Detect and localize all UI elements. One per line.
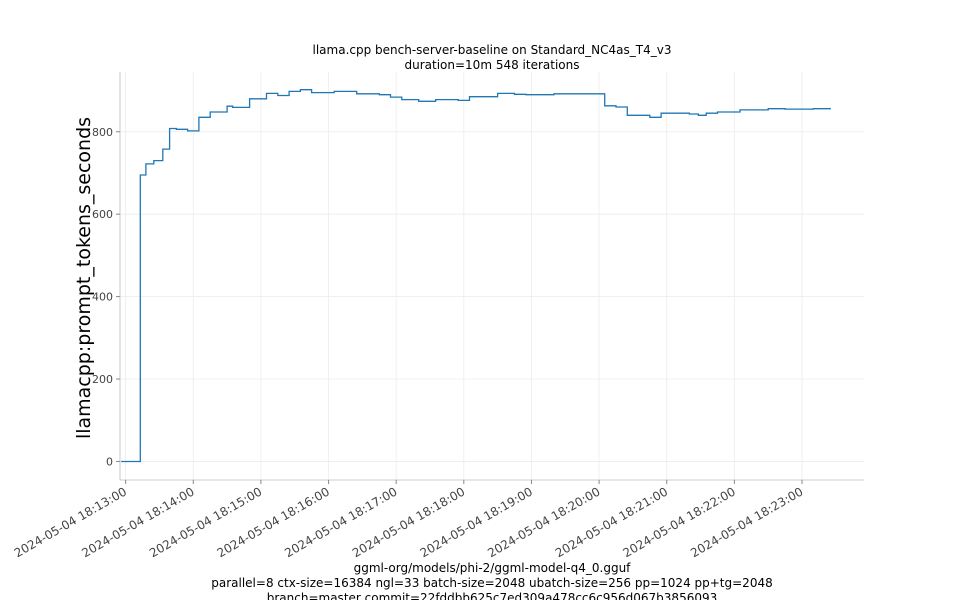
x-tick-label: 2024-05-04 18:22:00 (620, 484, 737, 560)
grid-lines (120, 72, 864, 480)
x-tick-label: 2024-05-04 18:17:00 (282, 484, 399, 560)
chart-subtitle: duration=10m 548 iterations (405, 58, 580, 72)
y-tick-label: 200 (92, 373, 113, 386)
x-tick-label: 2024-05-04 18:16:00 (215, 484, 332, 560)
x-tick-label: 2024-05-04 18:19:00 (418, 484, 535, 560)
y-tick-label: 800 (92, 126, 113, 139)
series-line (121, 89, 831, 463)
x-tick-label: 2024-05-04 18:23:00 (688, 484, 805, 560)
x-tick-label: 2024-05-04 18:21:00 (553, 484, 670, 560)
x-tick-label: 2024-05-04 18:15:00 (147, 484, 264, 560)
y-tick-label: 400 (92, 291, 113, 304)
x-tick-label: 2024-05-04 18:20:00 (485, 484, 602, 560)
footer-model: ggml-org/models/phi-2/ggml-model-q4_0.gg… (354, 561, 632, 575)
chart-title: llama.cpp bench-server-baseline on Stand… (313, 43, 672, 57)
footer-params: parallel=8 ctx-size=16384 ngl=33 batch-s… (211, 576, 772, 590)
y-axis-ticks: 0 200 400 600 800 (92, 126, 120, 468)
x-tick-label: 2024-05-04 18:14:00 (79, 484, 196, 560)
x-tick-label: 2024-05-04 18:18:00 (350, 484, 467, 560)
y-axis-label: llamacpp:prompt_tokens_seconds (73, 117, 95, 439)
y-tick-label: 600 (92, 208, 113, 221)
footer-branch: branch=master commit=22fddbb625c7ed309a4… (267, 591, 718, 600)
x-tick-label: 2024-05-04 18:13:00 (12, 484, 129, 560)
y-tick-label: 0 (106, 455, 113, 468)
